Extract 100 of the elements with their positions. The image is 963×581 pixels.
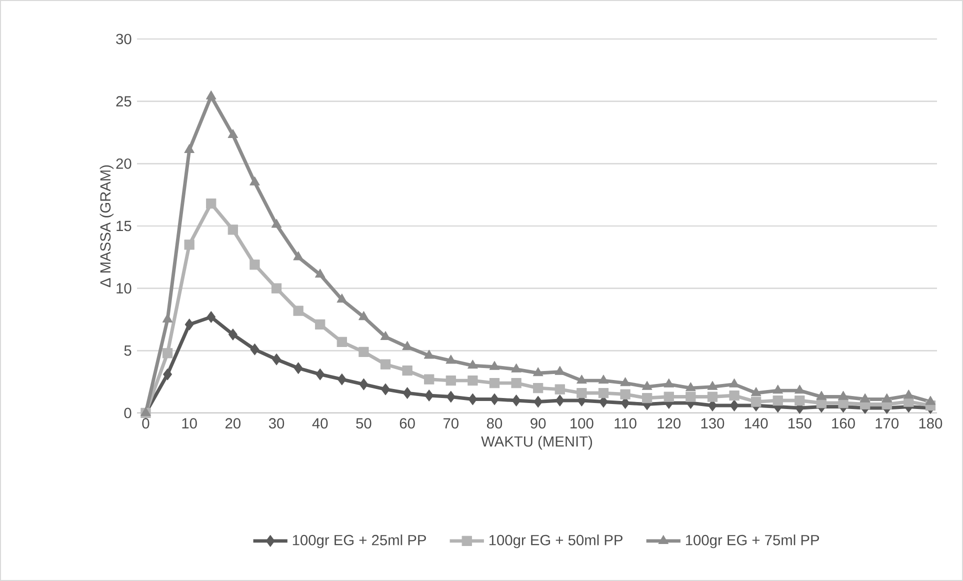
point [686, 392, 696, 402]
point [468, 376, 478, 386]
y-tick-label: 25 [116, 96, 132, 107]
x-tick-label: 30 [268, 418, 284, 429]
point [707, 392, 718, 402]
point [555, 394, 564, 406]
point [206, 90, 216, 100]
point [925, 396, 936, 405]
point [751, 396, 762, 407]
point [468, 393, 478, 406]
x-tick-label: 60 [400, 418, 415, 429]
point [358, 346, 369, 357]
point [512, 394, 521, 406]
y-tick-label: 10 [116, 283, 132, 294]
x-tick-label: 10 [182, 418, 197, 429]
point [206, 311, 216, 323]
point [359, 378, 368, 390]
point [184, 240, 194, 250]
point [642, 380, 652, 390]
point [402, 366, 412, 376]
point [162, 314, 173, 323]
x-tick-label: 0 [142, 418, 150, 429]
point [882, 393, 892, 402]
point [554, 384, 565, 394]
point [598, 388, 609, 398]
point [620, 389, 630, 400]
point [490, 393, 499, 406]
point [860, 393, 870, 402]
x-tick-label: 120 [658, 418, 681, 429]
point [446, 354, 456, 364]
point [664, 378, 674, 388]
point [772, 395, 783, 406]
point [250, 260, 260, 270]
point [314, 268, 326, 278]
legend-label: 100gr EG + 25ml PP [292, 534, 426, 548]
point [336, 294, 348, 303]
x-tick-label: 180 [919, 418, 942, 429]
x-tick-label: 40 [312, 418, 328, 429]
point [816, 390, 827, 400]
point [707, 380, 718, 390]
point [184, 144, 194, 154]
point [271, 283, 282, 294]
point [772, 384, 783, 394]
point [271, 218, 282, 228]
x-tick-label: 110 [614, 418, 636, 429]
point [294, 362, 303, 374]
point [533, 382, 544, 394]
x-tick-label: 140 [744, 418, 768, 429]
point [686, 382, 696, 392]
x-tick-label: 100 [570, 418, 594, 429]
point [729, 390, 740, 401]
point [620, 377, 630, 386]
point [642, 392, 652, 404]
y-tick-label: 0 [124, 408, 132, 418]
point [534, 396, 543, 408]
point [184, 318, 194, 330]
point [489, 360, 500, 370]
x-tick-label: 50 [356, 418, 372, 429]
legend-label: 100gr EG + 50ml PP [489, 534, 622, 548]
point [337, 373, 346, 386]
point [228, 129, 238, 138]
point [424, 350, 434, 359]
point [446, 376, 456, 386]
point [293, 251, 304, 260]
point [794, 395, 805, 406]
point [316, 368, 325, 380]
point [162, 348, 173, 358]
point [511, 363, 522, 372]
x-tick-label: 170 [876, 418, 899, 429]
legend-label: 100gr EG + 75ml PP [686, 534, 820, 548]
y-tick-label: 20 [116, 158, 132, 169]
point [598, 374, 609, 384]
x-tick-label: 70 [444, 418, 458, 429]
point [163, 368, 172, 380]
point [380, 359, 391, 370]
point [532, 367, 544, 376]
y-tick-label: 5 [124, 346, 132, 356]
point [511, 378, 522, 388]
point [381, 383, 390, 396]
point [228, 224, 238, 235]
point [336, 336, 347, 347]
point [424, 390, 434, 402]
point [250, 176, 260, 186]
x-tick-label: 150 [788, 418, 812, 429]
point [489, 378, 500, 388]
x-tick-label: 160 [832, 418, 855, 429]
point [358, 311, 369, 320]
point [228, 328, 238, 340]
point [838, 390, 848, 400]
point [206, 198, 216, 209]
point [904, 390, 914, 399]
y-axis-title: Δ MASSA (GRAM) [100, 165, 114, 288]
point [424, 374, 434, 384]
x-tick-label: 130 [701, 418, 724, 429]
point [576, 374, 587, 384]
point [293, 306, 304, 316]
point [315, 319, 326, 330]
point [468, 360, 478, 369]
point [272, 354, 281, 366]
x-axis-title: WAKTU (MENIT) [481, 436, 592, 450]
